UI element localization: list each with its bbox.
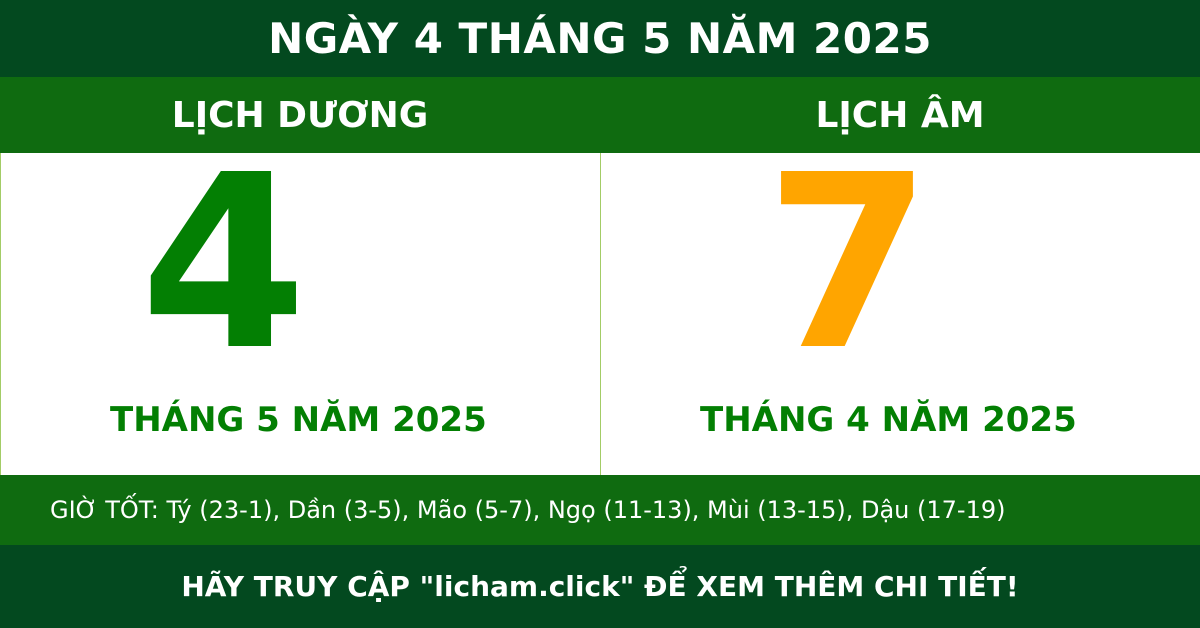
solar-month-year: THÁNG 5 NĂM 2025 bbox=[110, 400, 487, 440]
lunar-day-number: 7 bbox=[765, 123, 932, 403]
column-divider bbox=[600, 153, 601, 475]
solar-day-number: 4 bbox=[140, 123, 307, 403]
lunar-calendar-label: LỊCH ÂM bbox=[815, 94, 985, 136]
page-title: NGÀY 4 THÁNG 5 NĂM 2025 bbox=[0, 0, 1200, 77]
lunar-month-year: THÁNG 4 NĂM 2025 bbox=[700, 400, 1077, 440]
solar-column bbox=[0, 153, 600, 475]
footer-cta: HÃY TRUY CẬP "licham.click" ĐỂ XEM THÊM … bbox=[0, 545, 1200, 628]
calendar-headers: LỊCH DƯƠNG LỊCH ÂM bbox=[0, 77, 1200, 153]
good-hours: GIỜ TỐT: Tý (23-1), Dần (3-5), Mão (5-7)… bbox=[0, 475, 1200, 545]
calendar-body bbox=[0, 153, 1200, 475]
solar-calendar-label: LỊCH DƯƠNG bbox=[171, 94, 429, 136]
